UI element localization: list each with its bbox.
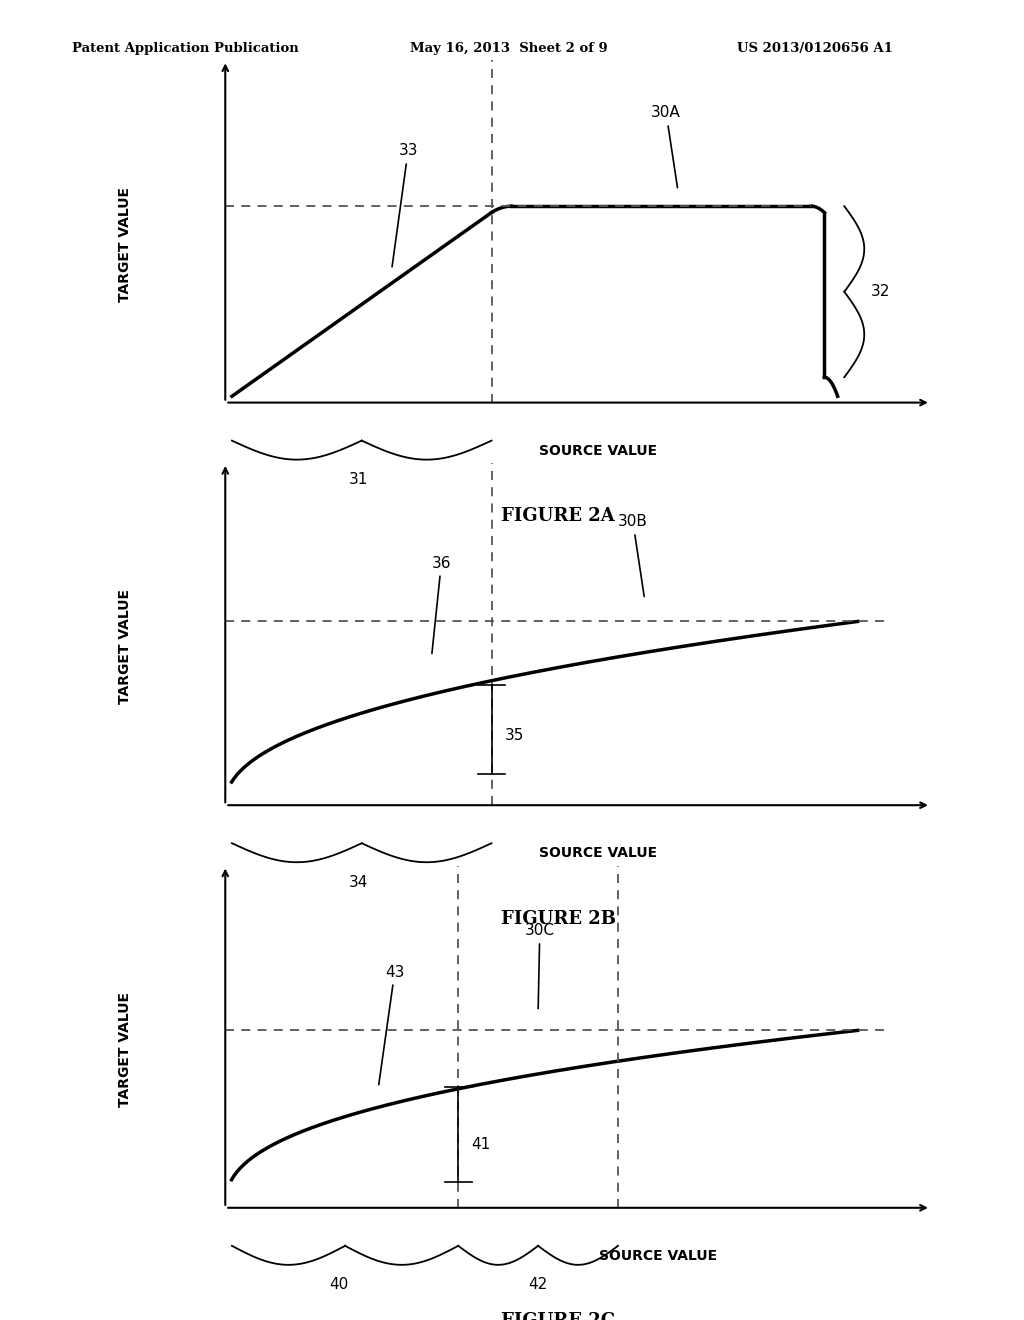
Text: 40: 40: [329, 1278, 348, 1292]
Text: TARGET VALUE: TARGET VALUE: [119, 991, 132, 1107]
Text: FIGURE 2B: FIGURE 2B: [501, 909, 615, 928]
Text: TARGET VALUE: TARGET VALUE: [119, 589, 132, 705]
Text: 30C: 30C: [525, 924, 555, 1008]
Text: SOURCE VALUE: SOURCE VALUE: [539, 444, 657, 458]
Text: Patent Application Publication: Patent Application Publication: [72, 42, 298, 55]
Text: 30A: 30A: [651, 106, 681, 187]
Text: 34: 34: [349, 875, 368, 890]
Text: 30B: 30B: [618, 515, 648, 597]
Text: 35: 35: [505, 729, 524, 743]
Text: 43: 43: [379, 965, 404, 1085]
Text: US 2013/0120656 A1: US 2013/0120656 A1: [737, 42, 893, 55]
Text: SOURCE VALUE: SOURCE VALUE: [599, 1249, 717, 1263]
Text: 32: 32: [870, 284, 890, 300]
Text: 41: 41: [471, 1137, 490, 1152]
Text: SOURCE VALUE: SOURCE VALUE: [539, 846, 657, 861]
Text: 31: 31: [349, 473, 368, 487]
Text: TARGET VALUE: TARGET VALUE: [119, 186, 132, 302]
Text: 42: 42: [528, 1278, 548, 1292]
Text: May 16, 2013  Sheet 2 of 9: May 16, 2013 Sheet 2 of 9: [410, 42, 607, 55]
Text: FIGURE 2A: FIGURE 2A: [501, 507, 615, 525]
Text: FIGURE 2C: FIGURE 2C: [501, 1312, 615, 1320]
Text: 33: 33: [392, 144, 418, 267]
Text: 36: 36: [432, 556, 452, 653]
